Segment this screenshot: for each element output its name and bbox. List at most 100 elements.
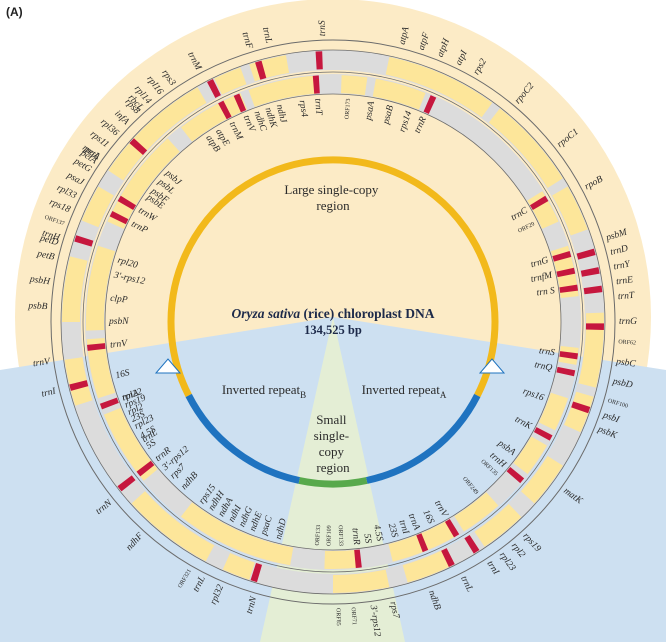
- outer-gene-label: trnI: [41, 386, 58, 399]
- trna-mark: [74, 235, 94, 247]
- trna-mark: [233, 93, 247, 113]
- inner-gene-label: trnS: [538, 346, 555, 358]
- outer-gene-block: [222, 553, 255, 580]
- trna-mark: [580, 267, 600, 277]
- trna-mark: [87, 343, 106, 351]
- outer-gene-label: 3'-rps12: [368, 604, 382, 638]
- outer-gene-label: trnL: [260, 26, 273, 44]
- ira-sub: A: [440, 390, 447, 400]
- title-rest: (rice) chloroplast DNA: [300, 306, 435, 321]
- trna-mark: [255, 60, 267, 80]
- outer-gene-label: trnY: [613, 259, 633, 272]
- inner-gene-label: trnQ: [533, 360, 553, 374]
- gene-blocks: [62, 51, 604, 594]
- trna-mark: [529, 195, 549, 211]
- trna-mark: [441, 548, 455, 568]
- outer-gene-block: [62, 256, 88, 323]
- outer-gene-block: [214, 67, 247, 95]
- region-arcs: [154, 156, 506, 488]
- trna-mark: [571, 401, 591, 414]
- outer-gene-label: trnF: [240, 31, 255, 50]
- lsc-arc: [167, 156, 499, 398]
- inner-gene-label: trnT: [312, 98, 323, 116]
- ssc-arc: [298, 477, 368, 488]
- inner-gene-block: [340, 75, 368, 96]
- outer-gene-block: [108, 87, 207, 181]
- outer-gene-block: [81, 186, 114, 228]
- inner-gene-block: [538, 392, 568, 431]
- inner-gene-label: psbN: [108, 317, 129, 327]
- lsc-region-label: Large single-copy region: [284, 182, 381, 213]
- trna-mark: [69, 380, 89, 391]
- panel-label: (A): [6, 5, 23, 19]
- inner-gene-block: [180, 502, 294, 566]
- outer-gene-block: [131, 491, 215, 562]
- trna-mark: [207, 79, 221, 98]
- inner-gene-label: clpP: [110, 294, 129, 306]
- irb-arc: [185, 393, 301, 484]
- inner-gene-block: [527, 191, 559, 229]
- outer-gene-block: [249, 55, 290, 82]
- ira-text: Inverted repeat: [362, 382, 441, 397]
- inner-gene-label: psaA: [364, 100, 377, 122]
- arrow-ira: [478, 358, 506, 374]
- outer-gene-label: trnN: [245, 595, 260, 615]
- irb-label: Inverted repeatB: [222, 382, 306, 400]
- outer-gene-block: [488, 108, 563, 189]
- ssc-label-line4: region: [316, 460, 350, 475]
- inner-gene-label: trnfM: [530, 269, 555, 284]
- outer-gene-label: ORF85: [335, 608, 341, 626]
- outer-gene-label: petB: [35, 249, 55, 263]
- inner-gene-label: 16S: [115, 368, 131, 381]
- trna-mark: [354, 549, 362, 568]
- genome-size: 134,525 bp: [304, 323, 362, 337]
- outer-gene-block: [385, 56, 493, 118]
- inner-gene-label: ORF133: [337, 525, 344, 546]
- outer-gene-label: trnV: [32, 357, 51, 369]
- inner-gene-label: trnG: [530, 256, 550, 271]
- outer-gene-label: trnD: [609, 244, 629, 258]
- trna-mark: [533, 427, 553, 441]
- outer-gene-label: atpA: [398, 26, 412, 46]
- trna-mark: [556, 267, 576, 278]
- outer-gene-label: rps7: [387, 601, 401, 621]
- inner-gene-block: [454, 492, 499, 532]
- outer-gene-block: [332, 569, 390, 594]
- arrow-irb: [154, 358, 182, 374]
- outer-gene-block: [552, 186, 588, 236]
- inner-gene-label: ndhJ: [274, 104, 288, 125]
- inner-gene-block: [103, 407, 158, 481]
- inner-gene-label: trnI: [396, 519, 410, 537]
- irb-sub: B: [300, 390, 306, 400]
- outer-gene-label: psbC: [614, 357, 636, 370]
- inner-gene-block: [372, 78, 426, 110]
- trna-mark: [444, 518, 460, 538]
- trna-mark: [218, 100, 232, 120]
- trna-mark: [99, 397, 119, 410]
- inner-gene-block: [86, 337, 116, 399]
- outer-gene-label: ORF71: [350, 607, 357, 625]
- ira-label: Inverted repeatA: [362, 382, 447, 400]
- trna-mark: [423, 95, 437, 114]
- inner-gene-label: trn S: [536, 286, 556, 298]
- ira-arc: [365, 393, 481, 484]
- inner-gene-label: ORF173: [345, 98, 352, 119]
- ssc-label-line3: copy: [319, 444, 345, 459]
- inner-gene-label: ORF133: [315, 525, 322, 546]
- outer-gene-label: trnT: [617, 291, 635, 302]
- ssc-label-line2: single-: [314, 428, 349, 443]
- ssc-region-label: Small single- copy region: [314, 412, 353, 475]
- trna-mark: [109, 210, 129, 225]
- trna-mark: [464, 534, 480, 554]
- inner-gene-label: trnV: [110, 339, 129, 351]
- inner-gene-label: rps4: [297, 100, 309, 118]
- outer-gene-block: [474, 503, 522, 547]
- genome-title: Oryza sativa (rice) chloroplast DNA: [232, 306, 435, 321]
- trna-mark: [117, 475, 136, 492]
- inner-gene-label: 23S: [386, 522, 400, 539]
- irb-text: Inverted repeat: [222, 382, 301, 397]
- trna-mark: [250, 563, 263, 583]
- outer-gene-label: trnE: [616, 275, 634, 287]
- outer-gene-label: trnG: [619, 317, 637, 327]
- inner-gene-label: 4.5S: [371, 524, 384, 543]
